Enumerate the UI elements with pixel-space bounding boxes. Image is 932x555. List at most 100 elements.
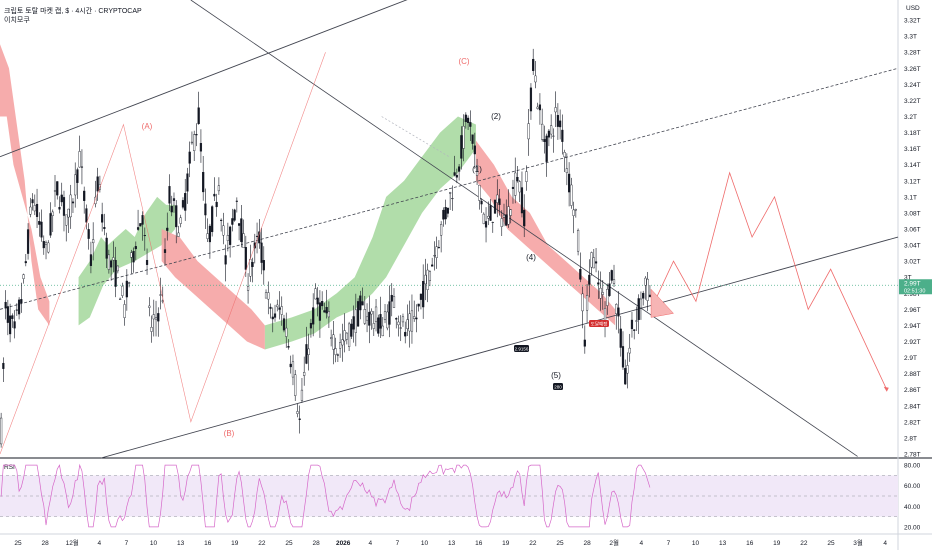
x-tick-label: 16: [746, 540, 754, 547]
candle-body: [294, 374, 297, 396]
candle-body: [49, 213, 52, 236]
candle-body: [251, 262, 254, 267]
x-tick-label: 19: [231, 540, 239, 547]
candle-body: [633, 329, 636, 331]
y-tick-label: 3.3T: [904, 34, 917, 41]
candle-body: [532, 58, 535, 71]
candle-body: [226, 235, 229, 241]
candle-body: [410, 310, 414, 332]
candle-body: [579, 268, 582, 280]
candle-body: [484, 221, 488, 228]
candle-body: [262, 260, 265, 271]
candle-body: [13, 321, 16, 329]
descending-trendline-dotted: [381, 116, 450, 157]
candle-body: [379, 314, 382, 329]
candle-body: [406, 319, 409, 330]
y-tick-label: 3.32T: [904, 18, 921, 25]
candle-body: [125, 280, 128, 298]
candle-body: [291, 361, 295, 378]
candle-body: [610, 270, 613, 281]
candle-body: [213, 193, 216, 197]
candle-body: [307, 348, 310, 355]
x-tick-label: 7: [125, 540, 129, 547]
candle-body: [397, 321, 400, 326]
x-tick-label: 13: [177, 540, 185, 547]
candle-body: [253, 242, 256, 249]
candle-body: [47, 242, 50, 253]
candle-body: [585, 295, 589, 311]
candle-body: [401, 316, 405, 323]
candle-body: [574, 209, 577, 211]
candle-body: [377, 317, 380, 334]
candle-body: [74, 174, 77, 196]
candle-body: [581, 293, 584, 312]
candle-body: [123, 304, 126, 318]
candle-body: [469, 122, 472, 127]
candle-body: [31, 199, 34, 204]
candle-body: [417, 303, 420, 307]
candle-body: [563, 152, 566, 158]
candle-body: [511, 186, 515, 189]
y-tick-label: 3.06T: [904, 227, 921, 234]
candle-body: [475, 165, 479, 176]
tag-low-1: 2.9156: [515, 346, 529, 351]
candle-body: [431, 264, 434, 267]
x-tick-label: 10: [421, 540, 429, 547]
candle-body: [354, 309, 357, 333]
candle-body: [572, 209, 575, 216]
x-tick-label: 4: [368, 540, 372, 547]
candle-body: [323, 310, 326, 313]
candle-body: [296, 411, 299, 414]
y-tick-label: 3.02T: [904, 259, 921, 266]
candle-body: [15, 309, 18, 311]
y-tick-label: 2.86T: [904, 387, 921, 394]
candle-body: [240, 218, 243, 243]
tag-target-bg: [589, 320, 609, 327]
candle-body: [139, 223, 142, 227]
x-tick-label: 28: [583, 540, 591, 547]
candle-body: [648, 294, 652, 298]
tag-low-2: 280: [554, 384, 562, 389]
candle-body: [157, 313, 160, 322]
candle-body: [181, 200, 185, 208]
candle-body: [399, 327, 402, 329]
candle-body: [565, 168, 568, 173]
candle-body: [56, 181, 59, 196]
candle-body: [388, 301, 391, 325]
candle-body: [370, 310, 373, 315]
candle-body: [170, 206, 173, 213]
candle-body: [493, 199, 497, 214]
x-tick-label: 28: [41, 540, 49, 547]
x-tick-label: 22: [258, 540, 266, 547]
candle-body: [53, 190, 57, 192]
wave-label-a: (A): [142, 122, 153, 131]
candle-body: [35, 203, 39, 217]
candle-body: [269, 306, 272, 309]
candle-body: [561, 129, 564, 142]
candle-body: [440, 224, 443, 236]
rsi-tick-label: 20.00: [904, 524, 921, 531]
candle-body: [184, 193, 187, 211]
candle-body: [271, 316, 274, 320]
candle-body: [568, 173, 571, 193]
candle-body: [177, 232, 180, 237]
x-tick-label: 4: [639, 540, 643, 547]
rsi-title: RSI: [4, 464, 15, 471]
y-tick-label: 3.24T: [904, 82, 921, 89]
candle-body: [229, 226, 232, 245]
candle-body: [188, 151, 191, 164]
candle-body: [603, 308, 607, 321]
candle-body: [190, 141, 194, 144]
candle-body: [276, 304, 279, 308]
candle-body: [316, 297, 319, 305]
candle-body: [94, 196, 97, 205]
x-tick-label: 19: [502, 540, 510, 547]
candle-body: [332, 334, 335, 350]
candle-body: [543, 139, 546, 142]
candle-body: [258, 231, 261, 244]
candle-body: [71, 201, 75, 204]
candle-body: [404, 331, 407, 337]
candle-body: [206, 233, 209, 239]
